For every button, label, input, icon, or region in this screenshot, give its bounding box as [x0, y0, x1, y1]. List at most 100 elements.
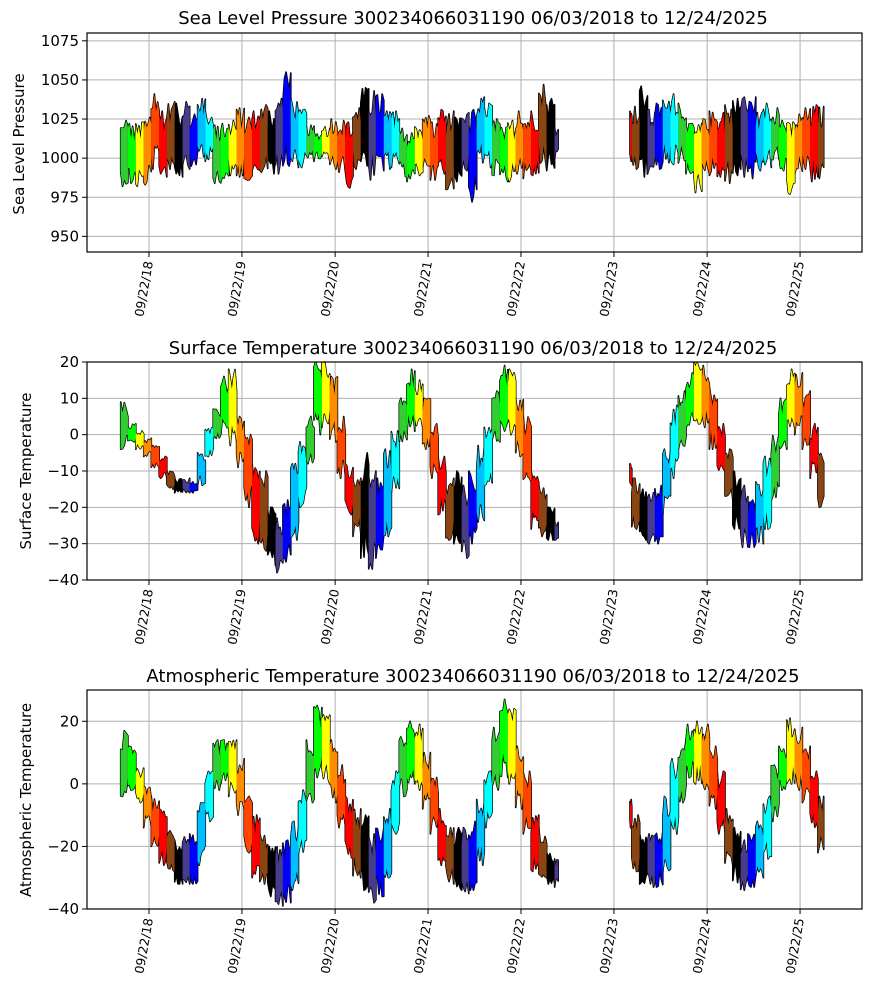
data-month-fill	[538, 84, 547, 170]
data-month-fill	[360, 815, 369, 891]
data-month-fill	[430, 423, 439, 479]
data-month-fill	[368, 833, 376, 903]
data-month-fill	[345, 122, 353, 188]
data-month-fill	[213, 409, 221, 439]
data-month-fill	[197, 452, 206, 486]
data-month-fill	[159, 456, 167, 479]
y-tick-label: 1025	[41, 110, 79, 128]
data-month-fill	[252, 463, 260, 544]
chart-title: Atmospheric Temperature 300234066031190 …	[146, 666, 799, 687]
data-month-fill	[189, 833, 198, 884]
data-month-fill	[523, 416, 532, 482]
atmospheric-temperature-chart: Atmospheric Temperature 300234066031190 …	[17, 666, 863, 975]
data-month-fill	[422, 752, 431, 809]
data-month-fill	[725, 449, 733, 501]
data-month-fill	[786, 369, 795, 428]
data-month-fill	[468, 821, 477, 891]
data-month-fill	[321, 362, 330, 428]
data-month-fill	[499, 126, 508, 182]
data-month-fill	[290, 821, 299, 891]
y-axis-label: Sea Level Pressure	[10, 73, 28, 214]
data-month-fill	[189, 481, 198, 493]
data-month-fill	[693, 362, 702, 424]
data-month-fill	[810, 423, 818, 479]
data-points	[119, 698, 825, 907]
data-month-fill	[701, 365, 710, 428]
data-month-fill	[763, 103, 772, 168]
data-month-fill	[693, 123, 702, 193]
x-tick-label: 09/22/24	[690, 588, 715, 646]
data-month-fill	[630, 463, 632, 486]
data-month-fill	[453, 471, 462, 544]
x-ticks: 09/22/18 09/22/19 09/22/20 09/22/21 09/22/22…	[131, 580, 807, 646]
data-month-fill	[662, 100, 671, 163]
y-tick-label: 20	[60, 712, 79, 730]
data-month-fill	[337, 416, 346, 479]
x-tick-label: 09/22/18	[131, 588, 156, 646]
data-month-fill	[778, 120, 787, 171]
data-month-fill	[631, 106, 640, 170]
x-tick-label: 09/22/22	[503, 917, 528, 975]
data-month-fill	[135, 431, 144, 450]
data-month-fill	[438, 456, 446, 515]
data-month-fill	[127, 423, 136, 442]
x-tick-label: 09/22/23	[596, 260, 621, 318]
x-tick-label: 09/22/20	[318, 917, 343, 975]
data-month-fill	[135, 122, 144, 187]
y-ticks: 950 975 1000 1025 1050 1075	[41, 32, 87, 245]
data-month-fill	[709, 111, 718, 176]
data-month-fill	[267, 111, 276, 174]
data-month-fill	[353, 108, 361, 170]
data-month-fill	[120, 730, 128, 797]
data-month-fill	[290, 463, 299, 540]
y-tick-label: −40	[47, 571, 79, 589]
data-month-fill	[786, 718, 795, 784]
data-month-fill	[453, 117, 462, 182]
data-month-fill	[802, 391, 811, 450]
sea-level-pressure-chart: Sea Level Pressure 300234066031190 06/03…	[10, 8, 863, 318]
y-axis-label: Atmospheric Temperature	[17, 703, 35, 897]
data-month-fill	[414, 380, 423, 428]
data-month-fill	[120, 120, 128, 187]
plot-frame	[86, 32, 863, 253]
data-month-fill	[151, 445, 160, 468]
data-month-fill	[662, 796, 671, 872]
data-month-fill	[771, 434, 779, 501]
data-month-fill	[391, 771, 400, 834]
data-month-fill	[507, 120, 516, 182]
data-month-fill	[306, 416, 314, 464]
y-tick-label: 1075	[41, 32, 79, 50]
data-month-fill	[771, 108, 779, 160]
data-month-fill	[321, 126, 330, 162]
data-month-fill	[298, 441, 307, 508]
data-month-fill	[484, 771, 493, 828]
data-month-fill	[531, 815, 539, 872]
data-month-fill	[725, 105, 733, 184]
data-month-fill	[422, 398, 431, 450]
data-month-fill	[375, 827, 384, 897]
x-ticks: 09/22/18 09/22/19 09/22/20 09/22/21 09/22/22…	[131, 909, 807, 975]
data-month-fill	[538, 485, 547, 537]
data-month-fill	[391, 111, 400, 168]
data-month-fill	[151, 796, 160, 847]
data-month-fill	[244, 796, 253, 853]
data-month-fill	[647, 109, 655, 174]
data-month-fill	[329, 119, 338, 170]
data-month-fill	[182, 101, 190, 170]
data-month-fill	[492, 727, 500, 791]
data-month-fill	[166, 471, 175, 490]
data-month-fill	[259, 471, 268, 551]
data-month-fill	[213, 125, 221, 184]
data-month-fill	[135, 768, 144, 803]
data-month-fill	[383, 808, 392, 878]
data-month-fill	[282, 500, 291, 562]
data-month-fill	[438, 109, 446, 174]
y-ticks: 20 10 0 −10 −20 −30 −40	[47, 353, 87, 589]
data-month-fill	[531, 471, 539, 530]
data-month-fill	[755, 481, 764, 544]
x-tick-label: 09/22/18	[131, 260, 156, 318]
data-month-fill	[337, 765, 346, 828]
data-month-fill	[275, 98, 283, 174]
data-month-fill	[220, 123, 229, 182]
data-month-fill	[314, 131, 322, 160]
